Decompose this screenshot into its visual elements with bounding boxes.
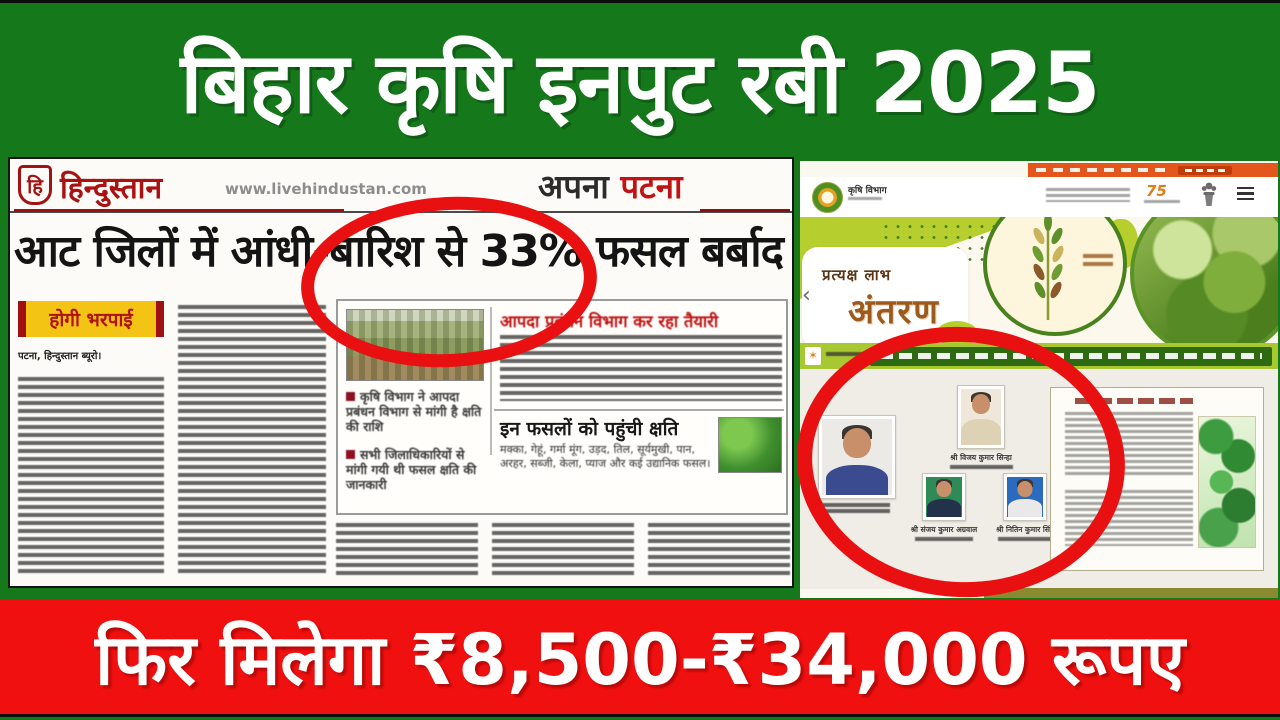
official-photo	[818, 415, 896, 499]
panel-paragraph-blurred	[1065, 490, 1193, 546]
hamburger-menu-icon[interactable]	[1237, 187, 1254, 200]
ticker-label-blurred	[826, 352, 866, 360]
section-name: पटना	[620, 167, 683, 206]
hero-banner: प्रत्यक्ष लाभ अंतरण ‹	[800, 217, 1278, 343]
crops-damaged-list: मक्का, गेहूं, गर्मा मूंग, उड़द, तिल, सूर…	[500, 443, 711, 470]
official-caption: श्री विजय कुमार सिन्हा	[936, 453, 1026, 469]
article-feature-box: कृषि विभाग ने आपदा प्रबंधन विभाग से मांग…	[336, 299, 788, 515]
official-photo	[1003, 473, 1047, 521]
feature-divider	[494, 409, 784, 411]
official-caption: श्री संजय कुमार अग्रवाल	[902, 525, 986, 541]
section-rule-red	[700, 209, 790, 212]
panel-paragraph-blurred	[1065, 412, 1193, 478]
carousel-prev-icon[interactable]: ‹	[802, 283, 811, 308]
wheat-stalk-icon	[1032, 217, 1064, 320]
bottom-banner: फिर मिलेगा ₹8,500-₹34,000 रूपए	[0, 600, 1280, 717]
lime-blob-decoration	[936, 321, 978, 343]
bullet-item: कृषि विभाग ने आपदा प्रबंधन विभाग से मांग…	[346, 389, 482, 434]
official-title-blurred	[822, 503, 890, 507]
button-label-blurred	[1185, 168, 1225, 172]
site-content-area: श्री विजय कुमार सिन्हा श्री संजय कुमार अ…	[800, 369, 1278, 589]
ticker-star-icon: ✶	[805, 347, 821, 365]
article-byline: पटना, हिन्दुस्तान ब्यूरो।	[18, 351, 102, 362]
site-topbar	[1028, 163, 1278, 177]
bottom-column-blurred-text	[336, 523, 478, 579]
dbt-info-panel	[1050, 387, 1264, 571]
hero-line1: प्रत्यक्ष लाभ	[822, 266, 892, 284]
green-crop-photo	[718, 417, 782, 473]
newspaper-clipping: हि हिन्दुस्तान www.livehindustan.com अपन…	[8, 157, 794, 588]
newspaper-website-url: www.livehindustan.com	[225, 180, 427, 198]
tag-box: होगी भरपाई	[18, 301, 164, 337]
official-title-blurred	[822, 509, 890, 513]
subheadline-preparation: आपदा प्रबंधन विभाग कर रहा तैयारी	[500, 312, 719, 331]
masthead-rule	[10, 211, 792, 213]
plant-photo	[1198, 416, 1256, 548]
site-logo-subtext-blurred	[848, 197, 882, 201]
official-photo	[922, 473, 966, 521]
azadi-75-logo-icon: 75	[1146, 182, 1167, 200]
official-title-blurred	[997, 537, 1053, 541]
damaged-field-photo	[346, 309, 484, 381]
header-small-text-blurred	[1046, 188, 1130, 202]
wheat-circle-graphic	[983, 217, 1127, 336]
newspaper-masthead-name: हिन्दुस्तान	[60, 171, 163, 206]
feature-blurred-text	[500, 335, 782, 401]
article-column-1-blurred-text	[18, 377, 164, 575]
official-title-blurred	[914, 537, 974, 541]
ticker-marquee	[870, 346, 1272, 366]
masthead-rule-red	[14, 209, 344, 212]
site-logo-text: कृषि विभाग	[848, 186, 887, 196]
section-prefix: अपना	[538, 167, 621, 206]
wheat-circle-caption-blurred	[1083, 254, 1113, 268]
column-divider	[490, 307, 492, 455]
crop-photo-circle	[1130, 217, 1278, 343]
national-emblem-icon	[1201, 182, 1217, 206]
bullet-item: सभी जिलाधिकारियों से मांगी गयी थी फसल क्…	[346, 447, 477, 492]
bullet-square-icon	[346, 392, 355, 401]
hero-line2: अंतरण	[848, 292, 940, 332]
official-photo	[957, 385, 1005, 449]
agriculture-dept-website-screenshot: कृषि विभाग 75	[800, 161, 1278, 598]
ticker-text-blurred	[880, 353, 1262, 359]
official-caption	[808, 501, 904, 513]
news-ticker: ✶	[800, 343, 1278, 369]
subheadline-crops: इन फसलों को पहुंची क्षति	[500, 418, 679, 440]
top-banner: बिहार कृषि इनपुट रबी 2025	[0, 0, 1280, 155]
azadi-logo-subtext-blurred	[1144, 200, 1180, 204]
topbar-login-button[interactable]	[1178, 165, 1232, 175]
bottom-banner-title: फिर मिलेगा ₹8,500-₹34,000 रूपए	[95, 619, 1185, 701]
top-banner-title: बिहार कृषि इनपुट रबी 2025	[180, 33, 1100, 132]
hindustan-shield-logo-icon: हि	[18, 165, 52, 205]
bullet-square-icon	[346, 450, 355, 459]
newspaper-headline: आट जिलों में आंधी-बारिश से 33% फसल बर्बा…	[14, 226, 784, 277]
article-column-2-blurred-text	[178, 305, 326, 575]
bottom-column-blurred-text	[492, 523, 634, 579]
krishi-vibhag-logo-icon	[812, 182, 843, 213]
site-footer-strip	[984, 588, 1278, 598]
bottom-column-blurred-text	[648, 523, 790, 579]
official-caption: श्री नितिन कुमार सिंह	[986, 525, 1064, 541]
topbar-links-blurred	[1036, 168, 1166, 172]
official-title-blurred	[949, 465, 1013, 469]
panel-heading-blurred	[1075, 398, 1193, 404]
newspaper-section-title: अपना पटना	[538, 163, 683, 208]
